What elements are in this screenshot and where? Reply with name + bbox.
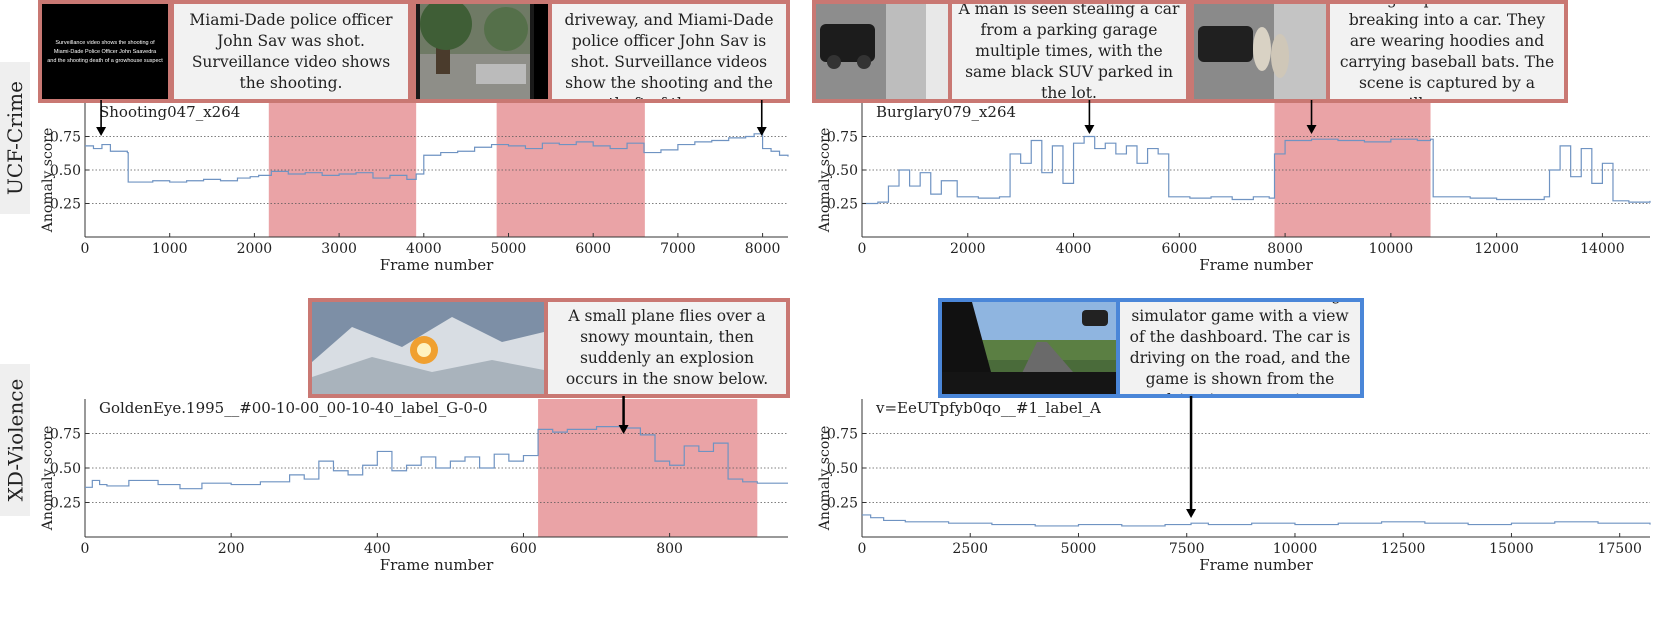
caption-text: A man steals a car from a driveway, and … xyxy=(564,4,774,99)
caption-driving-game: The scene is a car driving simulator gam… xyxy=(1116,298,1364,398)
thumbnail-caption-line: Surveillance video shows the shooting of xyxy=(55,40,155,46)
x-tick-label: 7500 xyxy=(1169,541,1205,557)
y-tick-label: 0.50 xyxy=(827,163,858,179)
y-tick-label: 0.50 xyxy=(50,163,81,179)
x-tick-label: 5000 xyxy=(491,241,527,257)
thumbnail-driveway xyxy=(412,0,552,103)
thumbnail-parking-garage xyxy=(812,0,952,103)
thumbnail-news-title-card: Surveillance video shows the shooting of… xyxy=(38,0,172,103)
y-tick-label: 0.25 xyxy=(50,197,81,213)
pointer-arrow-head xyxy=(756,127,767,136)
x-tick-label: 6000 xyxy=(1161,241,1197,257)
y-axis-label: Anomaly score xyxy=(817,426,833,531)
caption-text: Miami-Dade police officer John Sav was s… xyxy=(189,10,393,92)
caption-plane-explosion: A small plane flies over a snowy mountai… xyxy=(544,298,790,398)
anomaly-region xyxy=(496,103,645,237)
y-tick-label: 0.75 xyxy=(50,130,81,146)
x-axis-label: Frame number xyxy=(380,256,494,274)
video-name: Shooting047_x264 xyxy=(99,103,240,121)
x-tick-label: 2000 xyxy=(237,241,273,257)
row-label-xd: XD-Violence xyxy=(0,364,30,516)
x-tick-label: 200 xyxy=(218,541,245,557)
pointer-arrow-head xyxy=(1306,125,1317,134)
pointer-arrow-head xyxy=(96,127,107,136)
pointer-arrow-head xyxy=(618,425,629,434)
caption-text: A man is seen stealing a car from a park… xyxy=(958,0,1180,102)
x-tick-label: 0 xyxy=(858,241,867,257)
caption-burglary-2: A group of men are breaking into a car. … xyxy=(1326,0,1568,103)
x-tick-label: 5000 xyxy=(1061,541,1097,557)
x-tick-label: 3000 xyxy=(321,241,357,257)
y-axis-label: Anomaly score xyxy=(817,128,833,233)
y-tick-label: 0.50 xyxy=(827,461,858,477)
x-tick-label: 0 xyxy=(858,541,867,557)
anomaly-score-line xyxy=(85,133,789,183)
y-tick-label: 0.25 xyxy=(50,496,81,512)
chart-burglary079: 0 2000 4000 6000 8000 10000 12000 14000 0.25 0.50… xyxy=(817,100,1651,274)
x-axis-label: Frame number xyxy=(1199,556,1313,574)
x-tick-label: 12500 xyxy=(1381,541,1426,557)
x-tick-label: 400 xyxy=(364,541,391,557)
x-tick-label: 10000 xyxy=(1369,241,1414,257)
x-tick-label: 600 xyxy=(510,541,537,557)
y-tick-label: 0.25 xyxy=(827,197,858,213)
caption-burglary-1: A man is seen stealing a car from a park… xyxy=(948,0,1190,103)
anomaly-region xyxy=(268,103,417,237)
x-tick-label: 8000 xyxy=(745,241,781,257)
caption-shooting-1: Miami-Dade police officer John Sav was s… xyxy=(170,0,412,103)
anomaly-region xyxy=(538,399,758,537)
y-tick-label: 0.75 xyxy=(50,427,81,443)
anomaly-score-line xyxy=(85,426,788,490)
x-axis-label: Frame number xyxy=(1199,256,1313,274)
video-name: Burglary079_x264 xyxy=(876,103,1016,121)
y-tick-label: 0.75 xyxy=(827,130,858,146)
pointer-arrow-head xyxy=(1186,509,1197,518)
y-tick-label: 0.25 xyxy=(827,496,858,512)
x-tick-label: 14000 xyxy=(1580,241,1625,257)
x-tick-label: 1000 xyxy=(152,241,188,257)
pointer-arrow-head xyxy=(1084,125,1095,134)
caption-text: The scene is a car driving simulator gam… xyxy=(1129,302,1351,394)
x-axis-label: Frame number xyxy=(380,556,494,574)
x-tick-label: 4000 xyxy=(1056,241,1092,257)
x-tick-label: 17500 xyxy=(1597,541,1642,557)
video-name: v=EeUTpfyb0qo__#1_label_A xyxy=(875,399,1101,417)
x-tick-label: 15000 xyxy=(1489,541,1534,557)
x-tick-label: 2500 xyxy=(952,541,988,557)
x-tick-label: 2000 xyxy=(950,241,986,257)
row-label-ucf: UCF-Crime xyxy=(0,62,30,214)
caption-shooting-2: A man steals a car from a driveway, and … xyxy=(548,0,790,103)
caption-text: A small plane flies over a snowy mountai… xyxy=(565,307,769,388)
x-tick-label: 6000 xyxy=(575,241,611,257)
x-tick-label: 7000 xyxy=(660,241,696,257)
y-tick-label: 0.50 xyxy=(50,461,81,477)
y-axis-label: Anomaly score xyxy=(40,426,56,531)
thumbnail-snowy-explosion xyxy=(308,298,548,398)
thumbnail-men-breaking-into-car xyxy=(1190,0,1330,103)
thumbnail-driving-simulator xyxy=(938,298,1120,398)
row-label-text: UCF-Crime xyxy=(3,81,27,195)
thumbnail-caption-line: Miami-Dade Police Officer John Saavedra xyxy=(54,49,157,55)
x-tick-label: 4000 xyxy=(406,241,442,257)
anomaly-score-line xyxy=(862,514,1651,527)
x-tick-label: 0 xyxy=(81,241,90,257)
video-name: GoldenEye.1995__#00-10-00_00-10-40_label… xyxy=(99,399,488,417)
x-tick-label: 8000 xyxy=(1267,241,1303,257)
caption-text: A group of men are breaking into a car. … xyxy=(1339,4,1555,99)
x-tick-label: 10000 xyxy=(1273,541,1318,557)
y-tick-label: 0.75 xyxy=(827,427,858,443)
y-axis-label: Anomaly score xyxy=(40,128,56,233)
chart-shooting047: 0 1000 2000 3000 4000 5000 6000 7000 8000 0.25 0.5… xyxy=(40,100,789,274)
chart-goldeneye: 0 200 400 600 800 0.25 0.50 0.75 Frame number Ano… xyxy=(40,396,788,574)
row-label-text: XD-Violence xyxy=(3,378,28,502)
thumbnail-caption-line: and the shooting death of a growhouse su… xyxy=(47,58,163,64)
x-tick-label: 0 xyxy=(81,541,90,557)
anomaly-score-line xyxy=(862,135,1651,205)
x-tick-label: 12000 xyxy=(1474,241,1519,257)
chart-driving-simulator: 0 2500 5000 7500 10000 12500 15000 17500 0.25 0.5… xyxy=(817,396,1651,574)
x-tick-label: 800 xyxy=(656,541,683,557)
